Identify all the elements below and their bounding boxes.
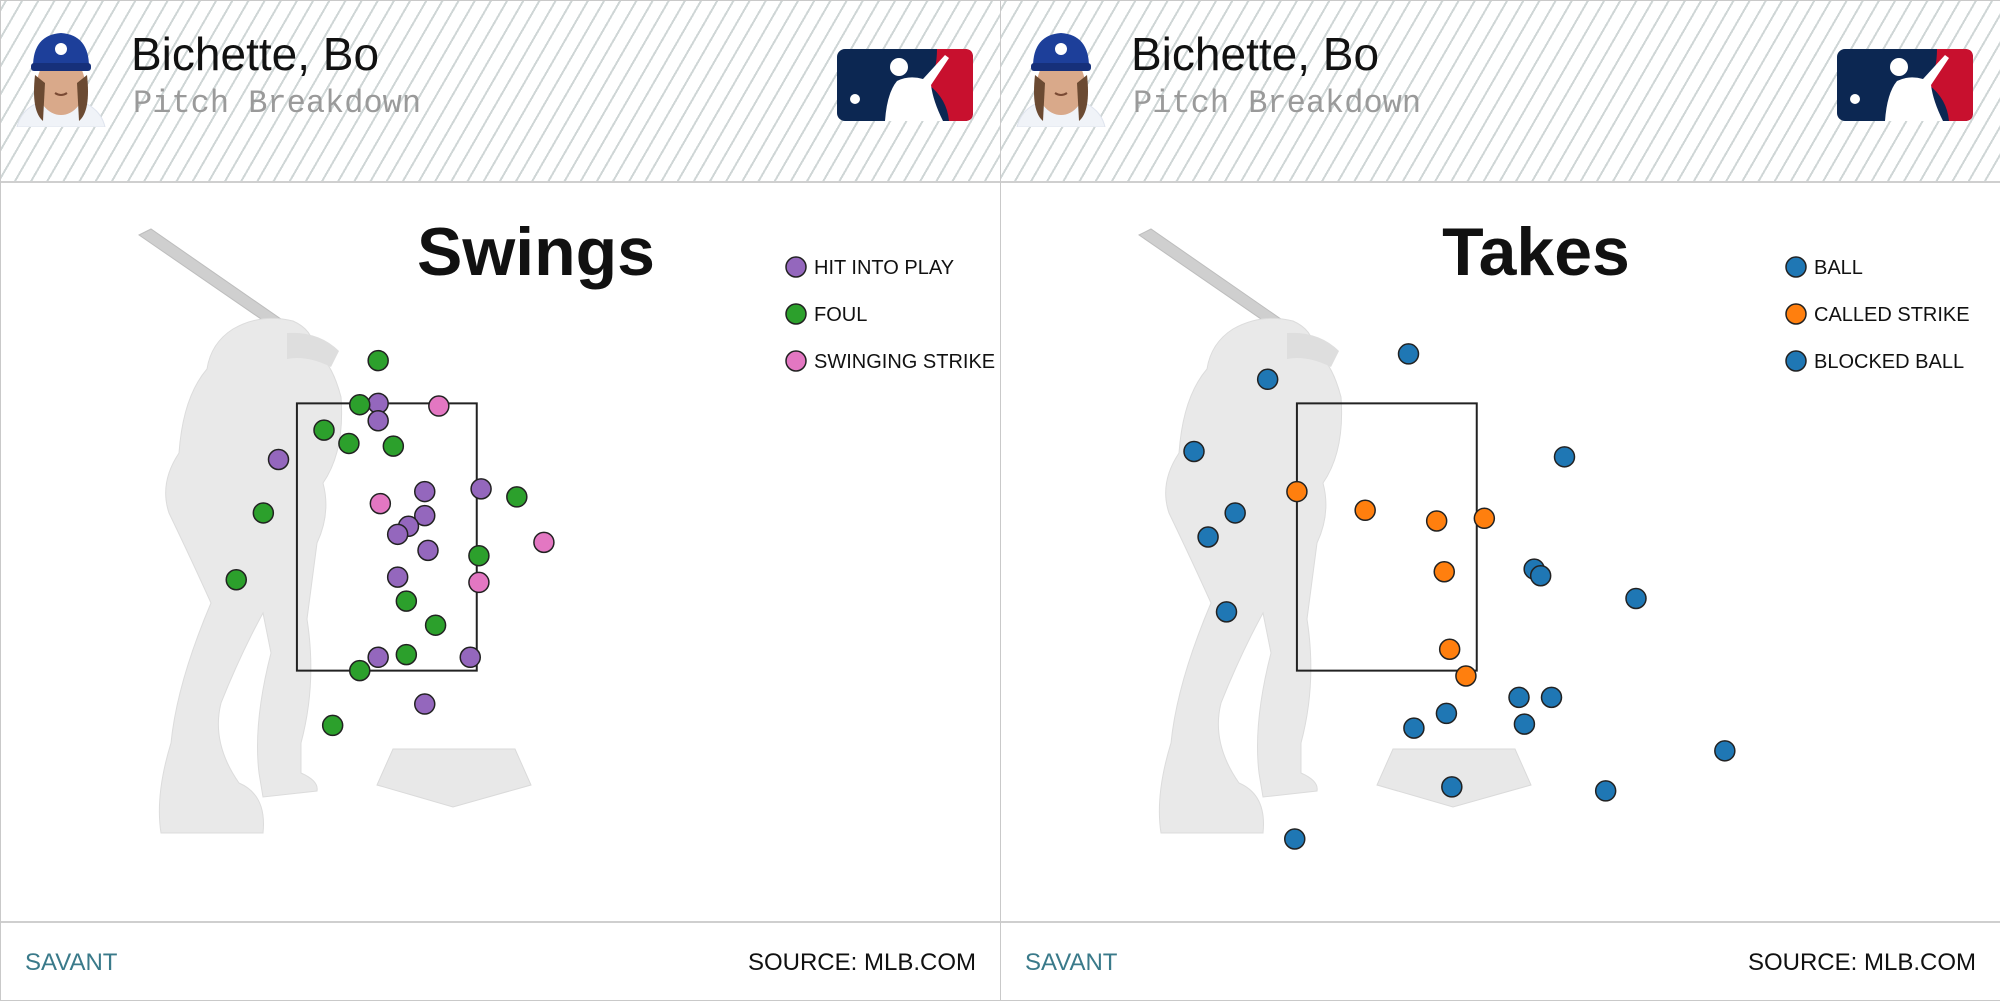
pitch-point-1-9 [417, 539, 439, 562]
legend-marker-1 [785, 256, 807, 278]
pitch-point-2-2 [349, 393, 371, 416]
legend-marker-3 [785, 350, 807, 372]
pitch-point-3-3 [533, 531, 555, 554]
player-avatar [1016, 33, 1106, 127]
pitch-point-1-13 [414, 693, 436, 715]
strike-zone [1295, 402, 1478, 672]
pitch-point-2-10 [395, 590, 418, 612]
pitch-point-2-13 [349, 659, 371, 682]
pitch-point-2-4 [1473, 507, 1496, 530]
pitch-point-1-9 [1625, 587, 1647, 610]
legend-marker-1 [1785, 256, 1807, 278]
legend-marker-2 [1785, 303, 1807, 325]
pitch-point-2-7 [1455, 665, 1477, 687]
pitch-point-3-4 [468, 571, 490, 594]
panel-footer: SAVANT SOURCE: MLB.COM [1, 921, 1000, 1000]
mlb-logo [1837, 49, 1973, 121]
pitch-point-2-3 [1425, 510, 1448, 532]
pitch-point-2-5 [1433, 560, 1455, 583]
player-avatar [16, 33, 106, 127]
pitch-point-2-11 [424, 614, 447, 636]
pitch-point-1-19 [1284, 828, 1306, 850]
pitch-point-1-11 [1508, 686, 1530, 709]
panel-header: Bichette, Bo Pitch Breakdown [1001, 1, 2000, 183]
pitch-point-1-6 [1197, 526, 1219, 548]
pitch-point-2-1 [1286, 480, 1308, 503]
pitch-point-2-3 [313, 419, 335, 441]
pitch-point-2-1 [367, 349, 389, 372]
pitch-point-1-10 [386, 566, 409, 588]
panel-header: Bichette, Bo Pitch Breakdown [1, 1, 1000, 183]
legend-marker-3 [1785, 350, 1807, 372]
batter-silhouette [1138, 228, 1343, 834]
pitch-point-2-6 [1438, 638, 1461, 661]
legend-label-3: SWINGING STRIKE [814, 351, 995, 373]
pitch-point-1-5 [1224, 502, 1246, 524]
mlb-logo [837, 49, 973, 121]
swings-panel: Bichette, Bo Pitch Breakdown Swings HIT I… [0, 0, 1001, 1001]
swings-chart: Swings HIT INTO PLAY FOUL SWINGING STRIKE [138, 214, 995, 834]
takes-chart: Takes BALL CALLED STRIKE BLOCKED BALL [1138, 214, 1970, 850]
chart-title: Swings [417, 214, 655, 290]
pitch-point-3-2 [369, 492, 392, 515]
player-name: Bichette, Bo [1131, 28, 1380, 80]
pitch-point-1-12 [1540, 686, 1563, 709]
pitch-point-1-12 [459, 646, 481, 669]
source-label: SOURCE: MLB.COM [747, 949, 976, 976]
pitch-point-2-2 [1354, 499, 1376, 522]
panel-footer: SAVANT SOURCE: MLB.COM [1001, 921, 2000, 1000]
pitch-point-1-15 [1403, 717, 1425, 739]
pitch-point-1-1 [1397, 343, 1420, 365]
chart-title: Takes [1442, 214, 1630, 290]
pitch-point-1-10 [1215, 601, 1238, 623]
pitch-point-1-17 [1441, 776, 1463, 798]
player-name: Bichette, Bo [131, 28, 380, 80]
pitch-point-1-2 [367, 409, 389, 432]
pitch-point-1-3 [267, 448, 290, 471]
legend-label-3: BLOCKED BALL [1814, 351, 1964, 373]
legend-label-2: FOUL [814, 304, 867, 326]
pitch-point-3-1 [428, 395, 450, 417]
pitch-point-1-2 [1256, 368, 1279, 391]
legend-label-1: BALL [1814, 257, 1863, 279]
home-plate [376, 748, 532, 808]
legend-label-2: CALLED STRIKE [1814, 304, 1970, 326]
panel-subtitle: Pitch Breakdown [133, 85, 422, 122]
pitch-point-1-4 [414, 480, 436, 503]
pitch-point-1-13 [1435, 702, 1458, 725]
pitch-point-2-6 [506, 486, 528, 508]
pitch-point-1-5 [470, 478, 492, 500]
pitch-point-1-4 [1553, 446, 1576, 468]
takes-panel: Bichette, Bo Pitch Breakdown Takes BALL CA… [1000, 0, 2000, 1001]
panel-subtitle: Pitch Breakdown [1133, 85, 1422, 122]
pitch-point-1-18 [1594, 780, 1617, 802]
pitch-point-2-12 [395, 643, 418, 666]
pitch-point-2-5 [382, 435, 405, 457]
pitch-point-1-11 [367, 646, 389, 669]
pitch-point-2-8 [468, 544, 490, 567]
savant-label[interactable]: SAVANT [25, 949, 118, 976]
legend-marker-2 [785, 303, 807, 325]
batter-silhouette [138, 228, 343, 834]
savant-label[interactable]: SAVANT [1025, 949, 1118, 976]
pitch-point-1-16 [1714, 740, 1736, 762]
source-label: SOURCE: MLB.COM [1747, 949, 1976, 976]
pitch-point-1-3 [1183, 440, 1205, 463]
pitch-point-1-8 [1529, 565, 1552, 587]
pitch-point-2-7 [252, 502, 275, 524]
pitch-point-2-14 [321, 714, 344, 737]
pitch-point-1-14 [1513, 713, 1536, 735]
pitch-point-1-8 [386, 523, 409, 546]
legend-label-1: HIT INTO PLAY [814, 257, 954, 279]
pitch-point-2-4 [338, 432, 360, 455]
pitch-point-1-6 [414, 504, 436, 527]
pitch-point-2-9 [225, 569, 247, 591]
